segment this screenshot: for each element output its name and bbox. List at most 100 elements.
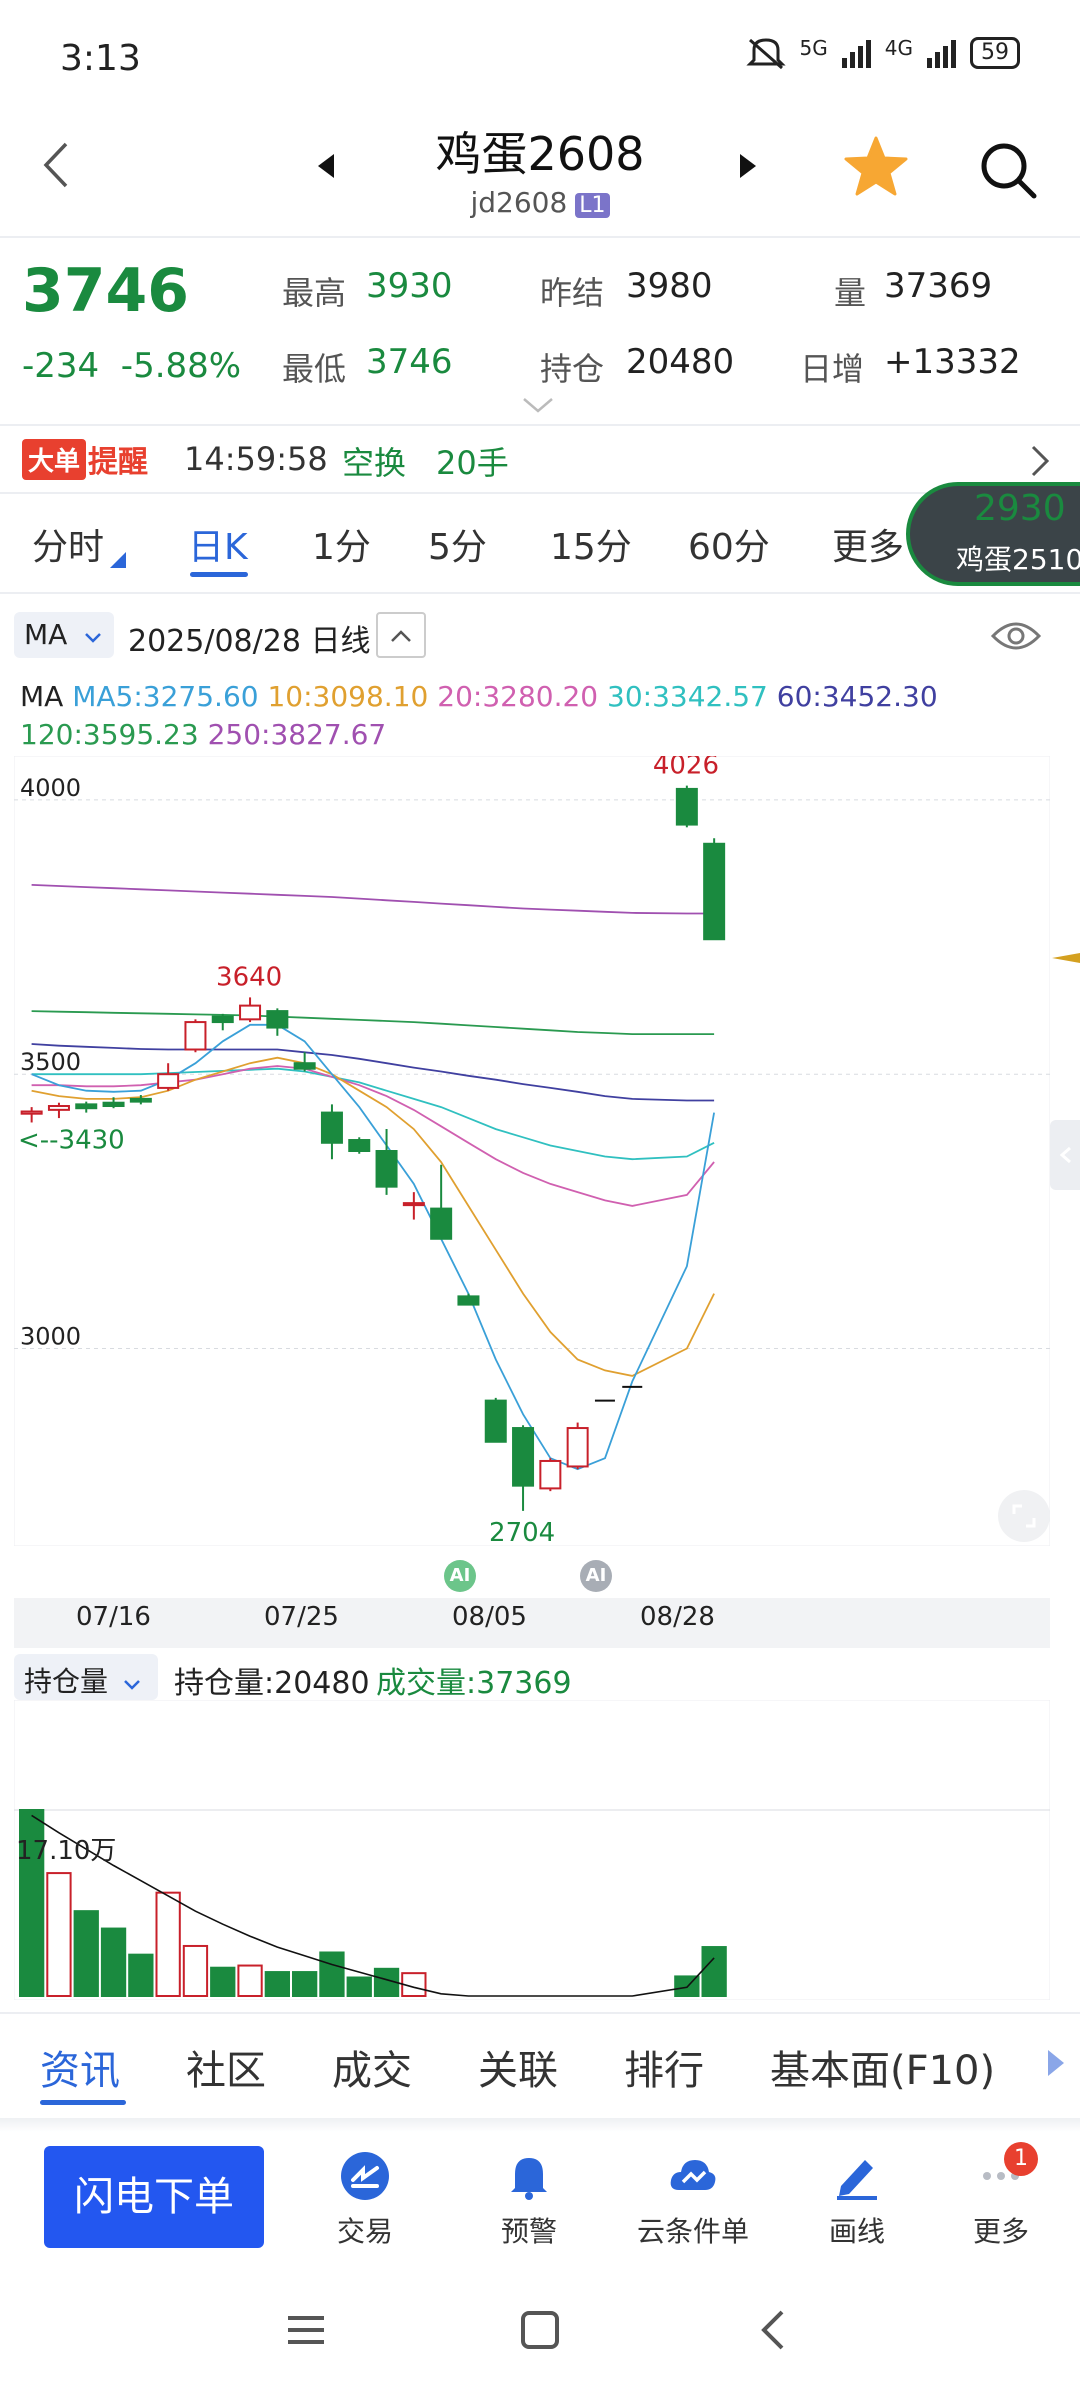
marker-triangle-icon	[1052, 953, 1080, 963]
indicator-select[interactable]: MA	[14, 612, 114, 658]
chevron-left-icon	[1059, 1146, 1071, 1164]
cloud-order-button[interactable]: 云条件单	[628, 2150, 758, 2250]
expand-quote-button[interactable]	[522, 396, 554, 418]
trade-button[interactable]: 交易	[300, 2150, 430, 2250]
ai-badge[interactable]: AI	[580, 1560, 612, 1592]
prev-contract-button[interactable]	[316, 150, 336, 188]
y-tick-label: 3000	[20, 1323, 81, 1351]
divider	[0, 492, 1080, 494]
draw-button[interactable]: 画线	[792, 2150, 922, 2250]
ma120-line	[31, 1010, 715, 1036]
date-tick: 08/28	[640, 1602, 715, 1632]
tab-ranking[interactable]: 排行	[624, 2048, 704, 2094]
chart-date-value: 2025/08/28	[128, 624, 301, 659]
flash-order-button[interactable]: 闪电下单	[44, 2146, 264, 2248]
sys-menu-button[interactable]	[276, 2300, 336, 2360]
high-value: 3930	[366, 266, 453, 306]
y-tick-label: 4000	[20, 774, 81, 802]
ma30-line	[31, 1067, 715, 1161]
sub-indicator-select[interactable]: 持仓量	[14, 1654, 158, 1700]
sub-indicator-value: 持仓量	[24, 1665, 109, 1698]
kline-chart[interactable]: 4000 3500 3000 4026 3640 2704 <--3430	[14, 756, 1050, 1546]
floating-related-quote[interactable]: 2930 鸡蛋2510	[906, 482, 1080, 586]
cloud-order-label: 云条件单	[636, 2215, 749, 2248]
favorite-button[interactable]	[844, 134, 908, 198]
ma30-value: 30:3342.57	[607, 680, 768, 713]
alert-badge-b: 提醒	[88, 445, 149, 480]
chevron-left-icon	[43, 142, 68, 188]
tab-fundamentals[interactable]: 基本面(F10)	[770, 2048, 996, 2094]
volume-bar	[210, 1966, 236, 1998]
tab-timeshare-corner-icon	[110, 552, 126, 568]
ai-badge[interactable]: AI	[444, 1560, 476, 1592]
candle-body	[675, 787, 698, 826]
candle-body	[402, 1202, 425, 1207]
last-price: 3746	[22, 256, 189, 326]
alert-more-button[interactable]	[1030, 444, 1050, 482]
cloud-icon	[670, 2160, 716, 2190]
candle-body	[703, 842, 726, 941]
oi-label: 持仓	[540, 350, 605, 388]
candle-body	[457, 1295, 480, 1306]
divider	[0, 236, 1080, 238]
tab-more[interactable]: 更多	[832, 527, 905, 568]
date-axis	[14, 1598, 1050, 1648]
side-drawer-handle[interactable]	[1050, 1120, 1080, 1190]
tab-5min[interactable]: 5分	[428, 527, 487, 568]
next-contract-button[interactable]	[738, 150, 758, 188]
candle-body	[484, 1399, 507, 1443]
bell-icon	[511, 2158, 547, 2200]
back-icon	[761, 2310, 784, 2350]
low-label: 最低	[282, 350, 347, 388]
volume-label: 量	[834, 274, 867, 312]
search-button[interactable]	[978, 140, 1038, 200]
chevron-right-icon	[1031, 445, 1050, 477]
level-badge: L1	[575, 193, 610, 218]
ma5-line	[31, 1023, 715, 1471]
candle-body	[512, 1427, 535, 1487]
ma250-line	[31, 884, 715, 915]
menu-icon	[288, 2316, 324, 2344]
tab-community[interactable]: 社区	[186, 2048, 266, 2094]
square-icon	[521, 2311, 559, 2349]
tab-daily-k[interactable]: 日K	[188, 527, 248, 568]
prev-settle-value: 3980	[626, 266, 713, 306]
tab-15min[interactable]: 15分	[550, 527, 632, 568]
tab-1min[interactable]: 1分	[312, 527, 371, 568]
tab-trades[interactable]: 成交	[332, 2048, 412, 2094]
more-button[interactable]: 更多	[936, 2150, 1066, 2250]
alarm-button[interactable]: 预警	[464, 2150, 594, 2250]
back-button[interactable]	[40, 140, 70, 202]
volume-chart[interactable]	[14, 1700, 1050, 2000]
candle-body	[102, 1101, 125, 1108]
ma20-value: 20:3280.20	[437, 680, 599, 713]
divider	[0, 2012, 1080, 2014]
contract-code-text: jd2608	[470, 186, 568, 219]
chart-kind: 日线	[310, 624, 371, 659]
chevron-down-icon	[523, 398, 553, 413]
collapse-button[interactable]	[376, 612, 426, 658]
tab-news[interactable]: 资讯	[40, 2048, 120, 2094]
volume-max-tick: 17.10万	[16, 1836, 117, 1866]
volume-value: 37369	[884, 266, 993, 306]
fullscreen-button[interactable]	[998, 1490, 1050, 1542]
tab-related[interactable]: 关联	[478, 2048, 558, 2094]
date-tick: 08/05	[452, 1602, 527, 1632]
candle-body	[566, 1427, 589, 1468]
volume-bar	[319, 1951, 345, 1997]
candle-body	[75, 1103, 98, 1110]
volume-bar	[292, 1971, 318, 1998]
alert-time: 14:59:58	[184, 440, 328, 478]
candle-body	[430, 1207, 453, 1240]
tab-60min[interactable]: 60分	[688, 527, 770, 568]
chart-date: 2025/08/28 日线	[128, 616, 370, 660]
tabs-scroll-right[interactable]	[1046, 2048, 1066, 2082]
visibility-toggle[interactable]	[990, 616, 1042, 656]
sys-home-button[interactable]	[510, 2300, 570, 2360]
tab-timeshare[interactable]: 分时	[32, 527, 105, 568]
candle-body	[47, 1105, 70, 1111]
candle-body	[184, 1021, 207, 1051]
date-tick: 07/16	[76, 1602, 151, 1632]
ma-legend-row1: MA MA5:3275.60 10:3098.10 20:3280.20 30:…	[20, 680, 1070, 713]
sys-back-button[interactable]	[744, 2300, 804, 2360]
